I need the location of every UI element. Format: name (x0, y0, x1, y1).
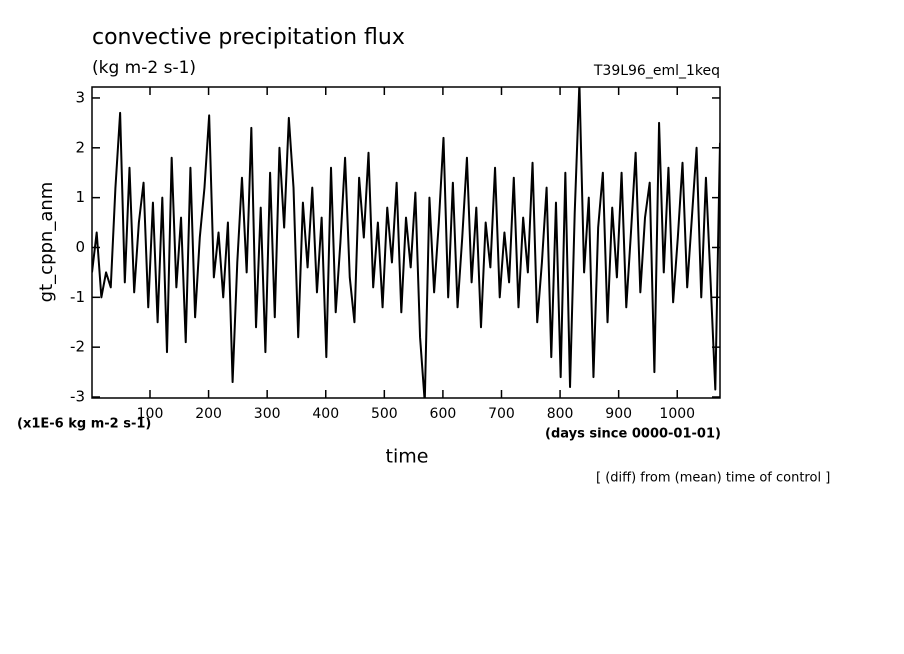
x-tick-label: 200 (195, 406, 222, 422)
x-tick-label: 400 (312, 406, 339, 422)
x-unit: (days since 0000-01-01) (545, 427, 721, 442)
x-tick-label: 900 (605, 406, 632, 422)
chart-subtitle: (kg m-2 s-1) (92, 58, 196, 78)
y-axis-label: gt_cppn_anm (36, 182, 57, 303)
x-axis-label: time (386, 446, 429, 468)
x-tick-label: 100 (137, 406, 164, 422)
y-tick-label: 0 (75, 238, 85, 256)
y-tick-label: -1 (70, 288, 85, 306)
x-tick-label: 600 (430, 406, 457, 422)
x-tick-label: 1000 (659, 406, 695, 422)
y-tick-label: -3 (70, 388, 85, 406)
plot-frame (91, 86, 721, 399)
x-tick-label: 500 (371, 406, 398, 422)
y-tick-label: 3 (75, 88, 85, 106)
y-tick-label: -2 (70, 338, 85, 356)
chart-title: convective precipitation flux (92, 25, 405, 50)
note: [ (diff) from (mean) time of control ] (596, 471, 830, 486)
data-line (92, 87, 720, 398)
x-tick-label: 300 (254, 406, 281, 422)
run-label: T39L96_eml_1keq (593, 63, 720, 79)
x-tick-label: 700 (488, 406, 515, 422)
y-tick-label: 1 (75, 188, 85, 206)
y-tick-label: 2 (75, 138, 85, 156)
y-unit: (x1E-6 kg m-2 s-1) (17, 417, 151, 432)
x-tick-label: 800 (547, 406, 574, 422)
